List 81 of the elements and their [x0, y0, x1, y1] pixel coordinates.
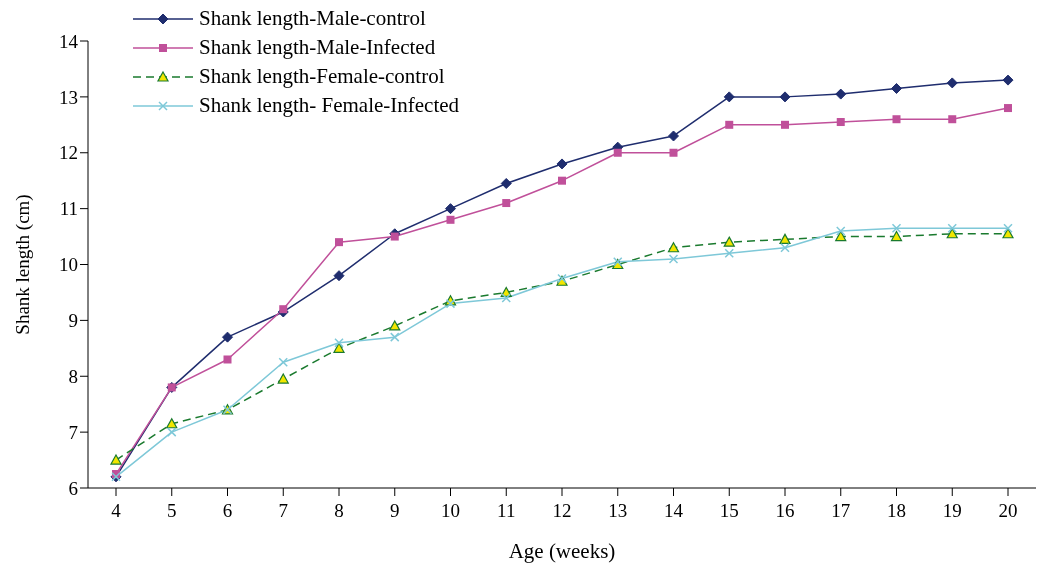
point — [890, 230, 903, 242]
point — [723, 236, 735, 247]
point — [1003, 223, 1013, 233]
legend-label: Shank length-Male-control — [199, 6, 426, 31]
point — [836, 226, 846, 236]
y-tick-label: 8 — [68, 365, 78, 387]
point — [110, 454, 122, 465]
point — [835, 230, 847, 242]
point — [166, 418, 178, 429]
y-tick-label: 14 — [59, 30, 79, 52]
legend-label: Shank length-Male-Infected — [199, 35, 436, 60]
x-tick-label: 4 — [111, 500, 122, 522]
x-tick-label: 14 — [664, 500, 684, 522]
point — [500, 177, 512, 189]
point — [668, 130, 679, 142]
x-tick-label: 9 — [390, 500, 400, 522]
y-tick-label: 13 — [59, 86, 78, 108]
x-axis-title: Age (weeks) — [508, 539, 616, 563]
x-tick-label: 10 — [441, 500, 460, 522]
x-tick-label: 17 — [831, 500, 851, 522]
point — [780, 242, 790, 253]
x-tick-label: 6 — [222, 500, 233, 522]
point — [781, 120, 789, 129]
point — [836, 118, 845, 127]
point — [390, 332, 400, 342]
y-tick-label: 12 — [59, 142, 78, 164]
point — [667, 242, 680, 253]
legend-label: Shank length- Female-Infected — [199, 93, 460, 118]
x-tick-label: 20 — [998, 500, 1018, 522]
point — [223, 355, 232, 364]
y-tick-label: 7 — [68, 421, 78, 443]
point — [558, 176, 566, 185]
point — [1002, 74, 1014, 86]
point — [335, 238, 343, 247]
point — [222, 331, 233, 343]
point — [334, 337, 344, 348]
y-tick-label: 11 — [59, 198, 78, 220]
x-tick-label: 12 — [552, 500, 572, 522]
point — [1004, 104, 1012, 113]
point — [277, 373, 289, 384]
point — [279, 305, 288, 314]
point — [446, 215, 455, 224]
point — [946, 228, 958, 239]
x-tick-label: 18 — [887, 500, 906, 522]
point — [779, 233, 791, 244]
point — [613, 148, 622, 157]
point — [445, 203, 456, 215]
x-tick-label: 11 — [497, 500, 516, 522]
point — [278, 357, 288, 368]
x-tick-label: 8 — [334, 500, 344, 522]
y-tick-label: 6 — [68, 477, 78, 499]
point — [891, 223, 902, 233]
point — [891, 82, 902, 94]
point — [556, 158, 568, 170]
point — [779, 91, 791, 103]
point — [167, 427, 177, 437]
point — [333, 270, 345, 282]
x-tick-label: 15 — [719, 500, 739, 522]
point — [669, 148, 678, 157]
x-tick-label: 13 — [608, 500, 628, 522]
y-axis-title: Shank length (cm) — [11, 194, 34, 335]
point — [501, 293, 511, 303]
point — [725, 120, 734, 129]
x-tick-label: 19 — [942, 500, 962, 522]
y-tick-label: 10 — [59, 254, 78, 276]
point — [390, 232, 399, 241]
x-tick-label: 5 — [167, 500, 177, 522]
legend-label: Shank length-Female-control — [199, 64, 445, 89]
point — [724, 248, 734, 259]
point — [502, 199, 511, 208]
x-tick-label: 7 — [278, 500, 288, 522]
point — [835, 88, 847, 100]
x-tick-label: 16 — [775, 500, 795, 522]
point — [948, 115, 957, 124]
point — [723, 91, 735, 103]
point — [892, 115, 901, 124]
y-tick-label: 9 — [68, 310, 78, 332]
point — [389, 320, 401, 331]
point — [668, 254, 679, 264]
point — [947, 223, 957, 233]
point — [946, 77, 958, 89]
